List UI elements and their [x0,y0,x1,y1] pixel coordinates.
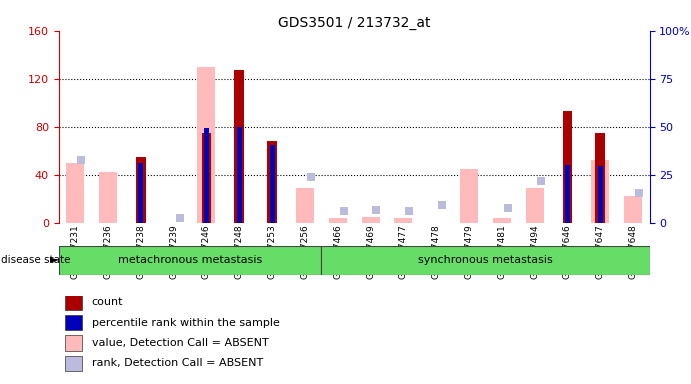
Bar [269,145,274,223]
Point [502,205,513,211]
Bar [267,141,277,223]
Bar [460,169,478,223]
Bar [204,128,209,223]
Point [338,208,349,214]
Bar [136,157,146,223]
Bar [565,165,570,223]
Bar [65,335,82,351]
Point [75,157,86,164]
Bar [198,67,216,223]
Bar [237,127,242,223]
Bar [99,172,117,223]
Point [174,215,185,221]
Bar [138,163,143,223]
Bar [329,218,347,223]
Text: metachronous metastasis: metachronous metastasis [118,255,262,265]
Point [437,202,448,208]
Bar [296,188,314,223]
Bar [65,295,82,310]
Bar [395,218,413,223]
Bar [234,70,244,223]
Bar [202,133,211,223]
Title: GDS3501 / 213732_at: GDS3501 / 213732_at [278,16,430,30]
Bar [361,217,379,223]
Text: synchronous metastasis: synchronous metastasis [418,255,553,265]
Bar [526,188,544,223]
Bar [66,163,84,223]
Bar [59,246,321,275]
Bar [591,161,609,223]
Bar [65,315,82,330]
Bar [321,246,650,275]
Text: count: count [92,298,123,308]
Text: rank, Detection Call = ABSENT: rank, Detection Call = ABSENT [92,358,263,368]
Bar [493,218,511,223]
Text: ►: ► [50,255,59,265]
Point [404,208,415,214]
Point [535,178,546,184]
Text: percentile rank within the sample: percentile rank within the sample [92,318,280,328]
Bar [65,356,82,371]
Point [634,190,645,196]
Bar [596,133,605,223]
Text: value, Detection Call = ABSENT: value, Detection Call = ABSENT [92,338,268,348]
Point [371,207,382,213]
Text: disease state: disease state [1,255,71,265]
Bar [598,166,603,223]
Bar [624,196,642,223]
Bar [562,111,572,223]
Point [305,174,316,180]
